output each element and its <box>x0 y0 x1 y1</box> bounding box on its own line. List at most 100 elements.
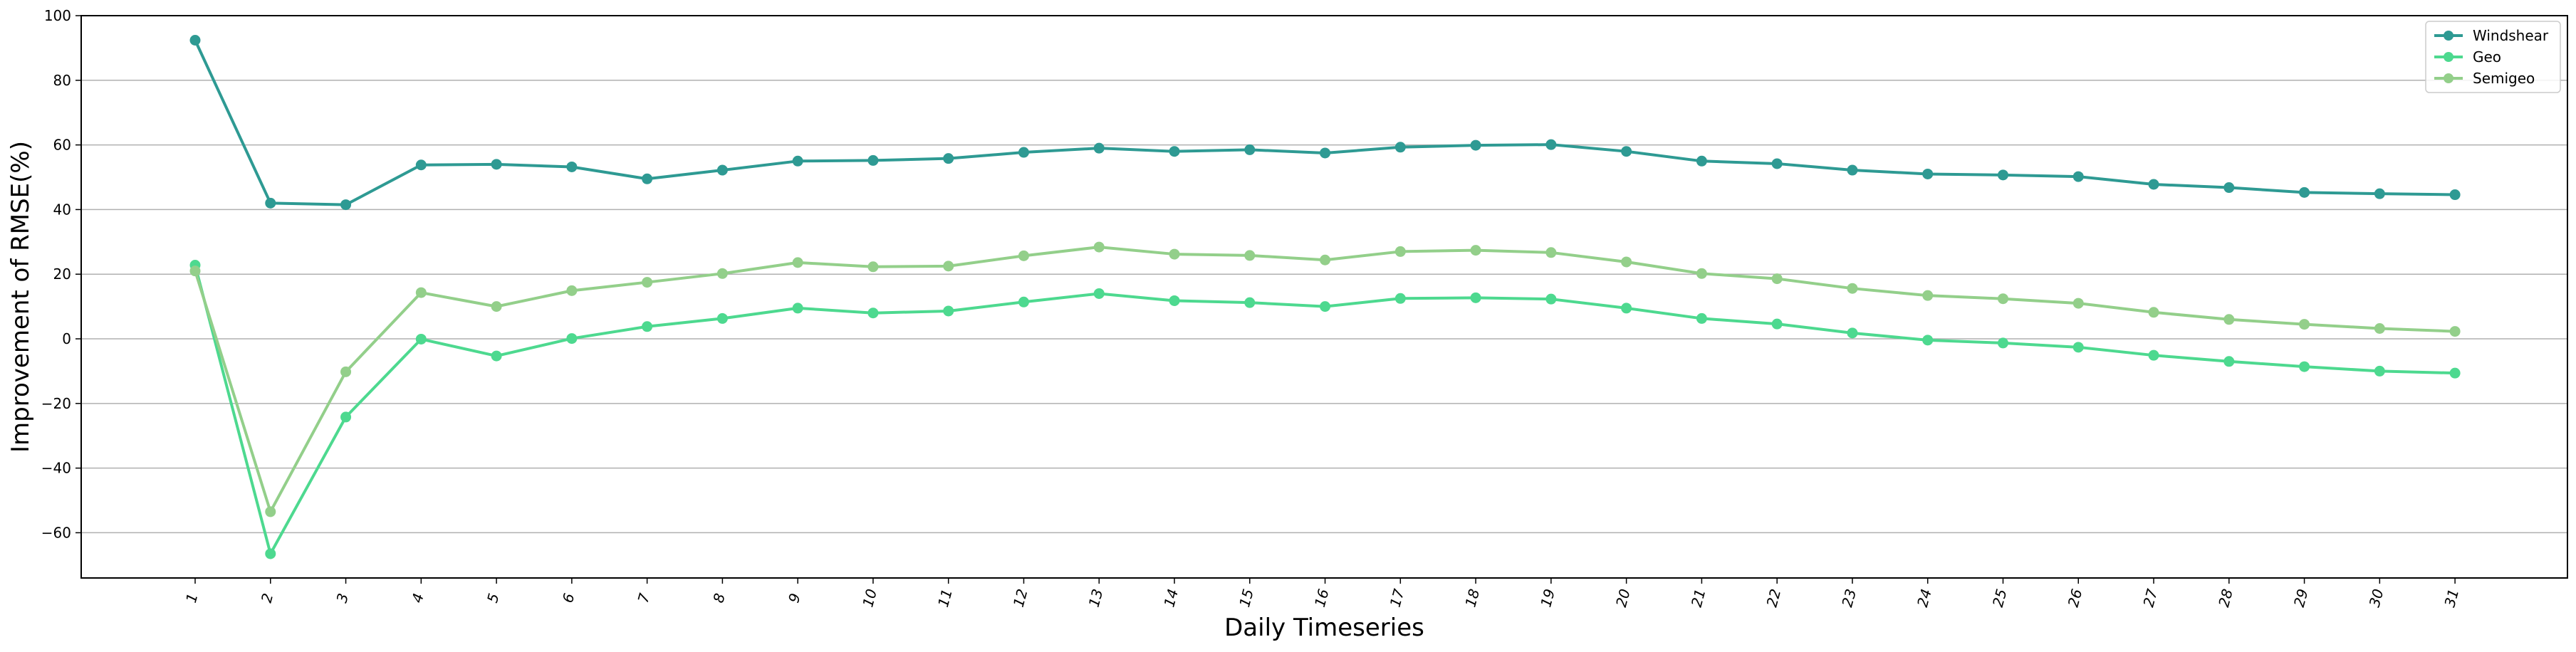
data-point-semigeo <box>1394 246 1406 257</box>
y-tick-label: 0 <box>62 330 71 347</box>
data-point-geo <box>415 333 427 345</box>
data-point-semigeo <box>1545 247 1557 258</box>
data-point-semigeo <box>2072 298 2084 309</box>
data-point-geo <box>2148 349 2159 361</box>
x-tick-label: 26 <box>2065 587 2086 609</box>
data-point-semigeo <box>867 261 879 273</box>
legend: Windshear Geo Semigeo <box>2425 21 2561 93</box>
x-tick-label: 3 <box>333 591 352 605</box>
plot-frame <box>80 15 2568 579</box>
legend-label-geo: Geo <box>2473 48 2501 65</box>
data-point-geo <box>1696 312 1707 324</box>
data-point-geo <box>265 548 276 559</box>
data-point-geo <box>1169 295 1180 306</box>
data-point-semigeo <box>1997 293 2008 305</box>
x-tick-label: 17 <box>1387 587 1408 609</box>
data-point-semigeo <box>1470 245 1481 256</box>
x-tick-label: 8 <box>709 591 728 605</box>
data-point-windshear <box>1244 144 1256 155</box>
data-point-geo <box>491 350 502 362</box>
x-tick-label: 22 <box>1763 587 1785 609</box>
data-point-windshear <box>1470 140 1481 151</box>
data-point-semigeo <box>1244 250 1256 261</box>
data-point-semigeo <box>1696 268 1707 279</box>
data-point-semigeo <box>1847 283 1858 294</box>
y-tick-label: 100 <box>44 7 71 24</box>
data-point-semigeo <box>2223 314 2235 325</box>
data-point-windshear <box>1922 168 1934 179</box>
series-lines <box>189 35 2461 559</box>
data-point-semigeo <box>642 277 653 288</box>
x-tick-label: 27 <box>2139 587 2161 609</box>
data-point-semigeo <box>2374 322 2385 334</box>
data-point-windshear <box>415 159 427 171</box>
y-tick-label: 20 <box>53 265 71 283</box>
data-point-geo <box>1997 337 2008 349</box>
x-tick-label: 15 <box>1236 587 1257 609</box>
data-point-semigeo <box>1320 254 1331 265</box>
data-point-semigeo <box>340 366 352 377</box>
data-point-semigeo <box>1771 273 1783 285</box>
x-tick-label: 1 <box>182 591 201 605</box>
x-tick-label: 5 <box>484 591 502 605</box>
data-point-windshear <box>1394 142 1406 153</box>
data-point-windshear <box>1771 158 1783 169</box>
x-tick-label: 7 <box>635 591 654 605</box>
grid-lines <box>81 15 2567 534</box>
x-tick-label: 11 <box>934 587 956 609</box>
data-point-geo <box>1093 288 1105 299</box>
data-point-geo <box>2374 365 2385 377</box>
data-point-semigeo <box>2449 326 2461 337</box>
x-tick-label: 31 <box>2441 587 2462 609</box>
y-tick-label: 40 <box>53 201 71 218</box>
x-tick-label: 14 <box>1160 587 1182 609</box>
x-tick-label: 6 <box>559 591 578 605</box>
data-point-windshear <box>2072 171 2084 182</box>
data-point-geo <box>2072 342 2084 353</box>
data-point-semigeo <box>716 268 728 279</box>
data-point-windshear <box>1997 169 2008 181</box>
data-point-windshear <box>2374 188 2385 199</box>
data-point-geo <box>1545 293 1557 305</box>
data-point-windshear <box>2299 186 2310 198</box>
legend-marker-geo <box>2444 52 2454 62</box>
data-point-windshear <box>189 35 201 46</box>
y-axis-title: Improvement of RMSE(%) <box>6 141 35 453</box>
data-point-semigeo <box>566 285 578 296</box>
data-point-windshear <box>2148 179 2159 190</box>
data-point-geo <box>1470 292 1481 303</box>
data-point-windshear <box>943 153 954 164</box>
data-point-geo <box>2449 367 2461 379</box>
data-point-geo <box>1018 296 1029 307</box>
data-point-geo <box>1320 301 1331 312</box>
x-axis-title: Daily Timeseries <box>1224 614 1424 642</box>
data-point-geo <box>340 411 352 423</box>
data-point-geo <box>792 303 803 314</box>
y-tick-label: −20 <box>41 395 71 412</box>
data-point-windshear <box>1696 155 1707 167</box>
data-point-windshear <box>642 173 653 184</box>
series-line-windshear <box>194 39 2456 206</box>
data-point-semigeo <box>189 265 201 277</box>
data-point-geo <box>1847 327 1858 339</box>
y-tick-label: 60 <box>53 137 71 154</box>
x-tick-label: 2 <box>258 591 276 605</box>
x-axis: 1 2 3 4 5 6 7 8 9 10 11 12 13 14 15 16 17 18 19 20 21 22 23 24 2… <box>182 578 2462 609</box>
data-point-semigeo <box>1621 256 1632 268</box>
x-tick-label: 16 <box>1311 587 1333 609</box>
data-point-semigeo <box>1169 248 1180 260</box>
x-tick-label: 24 <box>1914 587 1935 609</box>
data-point-windshear <box>1320 147 1331 159</box>
x-tick-label: 25 <box>1989 587 2011 609</box>
data-point-semigeo <box>943 261 954 272</box>
legend-box <box>2425 21 2561 93</box>
legend-label-windshear: Windshear <box>2473 27 2549 44</box>
data-point-semigeo <box>1922 290 1934 301</box>
x-tick-label: 21 <box>1688 587 1709 609</box>
y-tick-label: −40 <box>41 460 71 477</box>
data-point-geo <box>1771 318 1783 330</box>
legend-label-semigeo: Semigeo <box>2473 70 2535 87</box>
x-tick-label: 10 <box>859 587 880 609</box>
y-tick-label: 80 <box>53 72 71 89</box>
